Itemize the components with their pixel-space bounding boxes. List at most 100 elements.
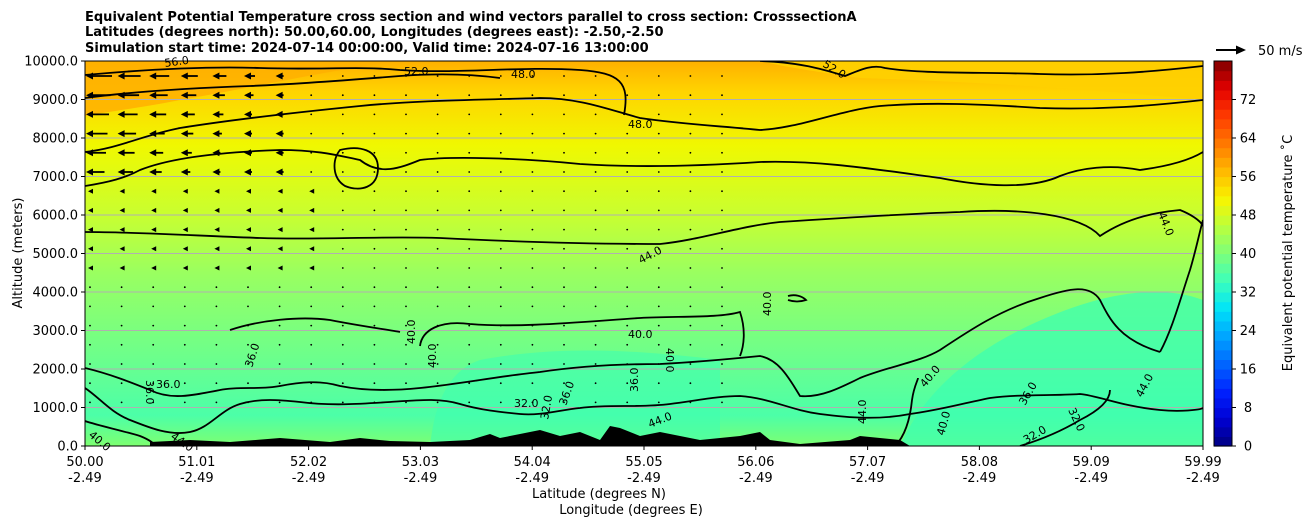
wind-vector	[341, 267, 344, 269]
wind-vector-head	[212, 130, 220, 138]
wind-vector	[657, 75, 660, 77]
wind-vector	[468, 113, 471, 116]
wind-vector	[215, 363, 218, 365]
wind-vector	[277, 207, 283, 213]
wind-vector	[278, 305, 281, 308]
wind-vector	[689, 343, 692, 346]
wind-vector	[405, 324, 407, 327]
wind-vector	[214, 246, 220, 252]
wind-vector	[214, 188, 220, 194]
wind-vector	[721, 75, 723, 77]
contour-line	[85, 387, 1203, 434]
wind-vector	[721, 382, 723, 385]
wind-vector	[152, 382, 155, 385]
wind-vector-head	[117, 91, 125, 99]
wind-vector-head	[180, 110, 188, 118]
contour-line	[1159, 219, 1203, 353]
wind-vector	[594, 151, 597, 154]
wind-vector	[152, 363, 155, 365]
wind-vector	[405, 247, 407, 250]
wind-vector-head	[275, 130, 283, 138]
wind-vector	[721, 305, 723, 308]
wind-vector-head	[212, 72, 220, 80]
wind-vector	[214, 265, 220, 271]
wind-vector	[277, 246, 283, 252]
colorbar-segment	[1214, 282, 1232, 293]
colorbar-segment	[1214, 147, 1232, 158]
contour-label: 40.0	[628, 328, 653, 341]
wind-vector	[531, 324, 534, 327]
warm-region-top-right	[760, 61, 1203, 100]
wind-vector	[278, 324, 281, 327]
wind-vector	[563, 113, 565, 116]
wind-vector-head	[180, 72, 188, 80]
wind-vector	[88, 246, 93, 252]
wind-vector	[499, 151, 502, 154]
colorbar-segment	[1214, 359, 1232, 370]
colorbar-segment	[1214, 426, 1232, 437]
wind-vector	[373, 247, 376, 250]
wind-vector	[468, 343, 471, 346]
wind-vector	[247, 286, 249, 289]
wind-vector	[689, 305, 692, 308]
wind-vector	[215, 324, 218, 327]
wind-vector	[436, 209, 439, 212]
wind-vector	[183, 401, 186, 404]
wind-key-label: 50 m/s	[1258, 44, 1303, 59]
wind-vector	[531, 305, 534, 308]
wind-vector	[182, 246, 188, 252]
colorbar-tick-label: 64	[1240, 132, 1257, 147]
wind-vector	[341, 75, 344, 77]
wind-vector	[626, 247, 629, 250]
wind-vector	[341, 151, 344, 154]
wind-vector	[309, 227, 315, 233]
x-tick-label-latitude: 54.04	[514, 455, 551, 470]
colorbar-label: Equivalent potential temperature ˚C	[1280, 135, 1296, 371]
wind-vector	[657, 209, 660, 212]
colorbar-segment	[1214, 301, 1232, 312]
wind-vector	[594, 75, 597, 77]
wind-vector	[626, 305, 629, 308]
colorbar-segment	[1214, 397, 1232, 409]
wind-vector	[563, 151, 565, 154]
wind-vector	[499, 382, 502, 385]
wind-vector	[689, 286, 692, 289]
wind-vector	[405, 190, 407, 193]
colorbar-segment	[1214, 215, 1232, 226]
wind-vector	[405, 132, 407, 135]
wind-vector	[89, 343, 91, 346]
wind-vector-head	[86, 130, 93, 138]
wind-vector	[657, 132, 660, 135]
wind-vector	[499, 343, 502, 346]
wind-vector	[89, 286, 91, 289]
wind-vector	[468, 209, 471, 212]
wind-vector	[531, 228, 534, 231]
wind-vector	[277, 227, 283, 233]
wind-vector	[405, 401, 407, 404]
wind-vector	[594, 132, 597, 135]
wind-vector	[341, 113, 344, 116]
colorbar-segment	[1214, 205, 1232, 216]
y-tick-label: 4000.0	[33, 286, 79, 301]
colorbar-tick-label: 0	[1244, 440, 1252, 455]
colorbar-segment	[1214, 436, 1232, 447]
wind-vector	[594, 190, 597, 193]
wind-vector	[594, 267, 597, 269]
wind-vector	[468, 190, 471, 193]
x-tick-label-latitude: 51.01	[178, 455, 215, 470]
wind-vector	[120, 363, 123, 365]
wind-vector	[626, 190, 629, 193]
wind-vector	[468, 305, 471, 308]
wind-vector	[468, 401, 471, 404]
colorbar-tick-label: 24	[1240, 324, 1257, 339]
wind-vector	[689, 363, 692, 365]
wind-vector	[689, 324, 692, 327]
wind-vector	[215, 343, 218, 346]
contour-label: 40.0	[934, 410, 953, 437]
wind-vector	[310, 75, 313, 77]
wind-vector	[531, 190, 534, 193]
wind-vector-head	[180, 149, 188, 157]
wind-vector	[721, 324, 723, 327]
wind-vector	[88, 265, 93, 271]
wind-vector	[215, 401, 218, 404]
